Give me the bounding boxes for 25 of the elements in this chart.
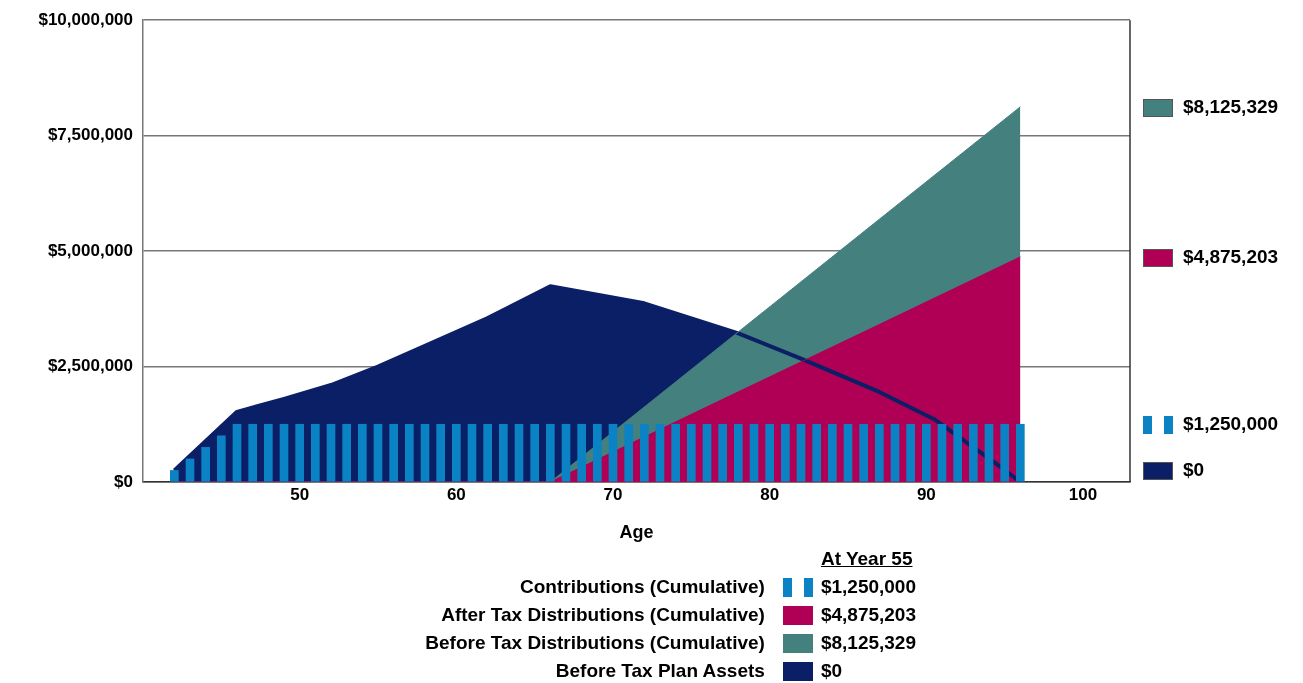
y-tick-label: $10,000,000 [38,9,133,29]
x-axis-title: Age [619,522,654,543]
y-tick-label: $5,000,000 [47,240,133,260]
y-tick-label: $7,500,000 [47,125,133,145]
text: $8,125,329 [1183,95,1279,117]
legend-label: After Tax Distributions (Cumulative) [440,603,766,627]
y-tick-label: $2,500,000 [47,356,133,376]
x-tick-label: 100 [1068,484,1098,504]
x-tick-label: 90 [916,484,936,504]
text: $1,250,000 [820,576,916,597]
x-tick-label: 50 [290,484,310,504]
legend-label: Before Tax Distributions (Cumulative) [424,631,766,655]
x-tick-label: 80 [760,484,780,504]
text: $1,250,000 [1183,413,1279,435]
y-tick-label: $0 [114,471,133,491]
text: $0 [1183,459,1205,480]
legend-title: At Year 55 [819,547,914,571]
text: $8,125,329 [820,632,916,653]
legend-label: Contributions (Cumulative) [519,575,766,599]
text: $4,875,203 [1183,245,1279,267]
x-tick-label: 70 [603,484,623,504]
legend-label: Before Tax Plan Assets [554,659,766,683]
x-tick-label: 60 [446,484,466,504]
text: $0 [820,660,843,681]
text: $4,875,203 [820,604,916,625]
